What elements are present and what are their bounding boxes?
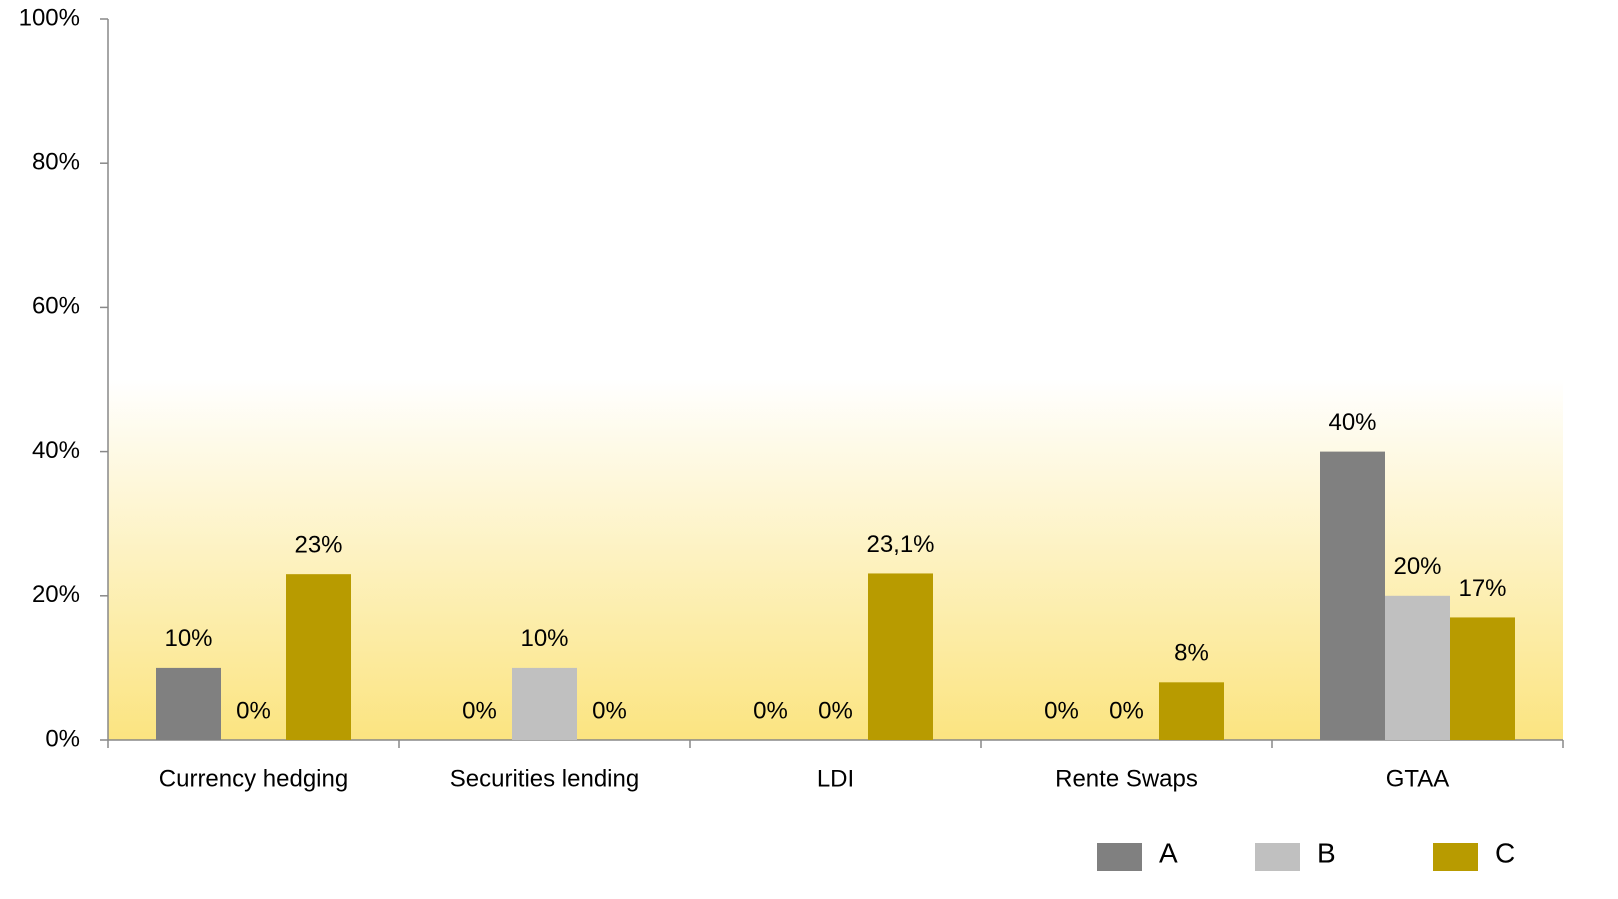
x-tick-label: Securities lending bbox=[450, 765, 639, 792]
x-tick-label: GTAA bbox=[1386, 765, 1450, 792]
x-tick-label: Rente Swaps bbox=[1055, 765, 1198, 792]
y-tick-label: 80% bbox=[32, 149, 80, 176]
value-label: 0% bbox=[1109, 697, 1144, 724]
value-label: 0% bbox=[236, 697, 271, 724]
value-label: 0% bbox=[753, 697, 788, 724]
y-tick-label: 0% bbox=[45, 725, 80, 752]
legend-label: C bbox=[1495, 837, 1515, 868]
value-label: 17% bbox=[1458, 575, 1506, 602]
y-tick-label: 100% bbox=[19, 4, 80, 31]
value-label: 10% bbox=[520, 625, 568, 652]
legend-swatch bbox=[1097, 843, 1142, 871]
value-label: 23,1% bbox=[866, 531, 934, 558]
x-tick-label: Currency hedging bbox=[159, 765, 348, 792]
legend-label: B bbox=[1317, 837, 1336, 868]
legend-swatch bbox=[1255, 843, 1300, 871]
y-tick-label: 20% bbox=[32, 581, 80, 608]
bar bbox=[286, 574, 351, 740]
y-tick-label: 40% bbox=[32, 437, 80, 464]
bar bbox=[1385, 595, 1450, 740]
bar bbox=[1450, 617, 1515, 740]
y-tick-label: 60% bbox=[32, 293, 80, 320]
value-label: 0% bbox=[462, 697, 497, 724]
value-label: 0% bbox=[818, 697, 853, 724]
bar bbox=[1320, 451, 1385, 740]
value-label: 0% bbox=[1044, 697, 1079, 724]
bar bbox=[156, 667, 221, 740]
value-label: 40% bbox=[1328, 409, 1376, 436]
bar bbox=[1159, 682, 1224, 740]
value-label: 23% bbox=[294, 532, 342, 559]
x-tick-label: LDI bbox=[817, 765, 854, 792]
bar bbox=[512, 667, 577, 740]
value-label: 8% bbox=[1174, 640, 1209, 667]
legend-label: A bbox=[1159, 837, 1178, 868]
bar bbox=[868, 573, 933, 740]
value-label: 20% bbox=[1393, 553, 1441, 580]
legend-swatch bbox=[1433, 843, 1478, 871]
value-label: 10% bbox=[164, 625, 212, 652]
value-label: 0% bbox=[592, 697, 627, 724]
